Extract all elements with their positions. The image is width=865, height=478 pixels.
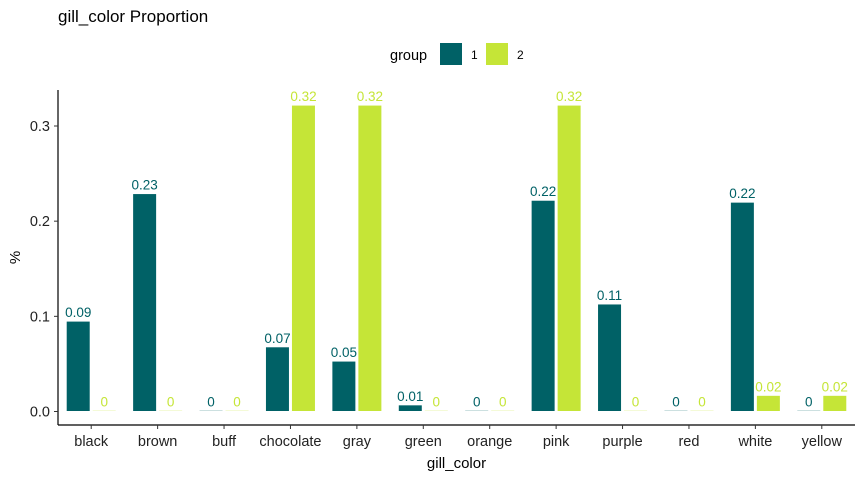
bar-buff-group-2 (224, 409, 250, 412)
bar-yellow-group-1 (796, 409, 822, 412)
x-axis: black brown buff chocolate gray green orange pi… (74, 425, 842, 450)
x-tick-label-pink: pink (543, 434, 570, 450)
legend: group 1 2 (390, 43, 524, 65)
y-axis-title: % (7, 251, 24, 264)
data-label-brown-group-2: 0 (167, 394, 175, 409)
data-label-buff-group-2: 0 (233, 394, 241, 409)
data-label-buff-group-1: 0 (207, 394, 215, 409)
x-tick-label-brown: brown (138, 434, 178, 450)
bar-black-group-1 (65, 320, 91, 413)
bar-red-group-2 (689, 409, 715, 412)
bar-red-group-1 (663, 409, 689, 412)
bar-yellow-group-2 (822, 394, 848, 412)
legend-key-2 (486, 43, 508, 65)
x-tick-label-chocolate: chocolate (259, 434, 321, 450)
bar-gray-group-2 (357, 104, 383, 413)
y-tick-label: 0.2 (30, 214, 50, 230)
bar-brown-group-1 (132, 193, 158, 412)
bar-buff-group-1 (198, 409, 224, 412)
data-label-red-group-1: 0 (672, 394, 680, 409)
bar-brown-group-2 (158, 409, 184, 412)
bar-chocolate-group-2 (290, 104, 316, 413)
data-label-green-group-2: 0 (433, 394, 441, 409)
data-label-white-group-1: 0.22 (729, 186, 755, 201)
data-label-yellow-group-1: 0 (805, 394, 813, 409)
y-tick-label: 0.0 (30, 405, 50, 421)
x-tick-label-yellow: yellow (802, 434, 843, 450)
legend-title: group (390, 48, 427, 64)
data-label-orange-group-1: 0 (473, 394, 481, 409)
data-label-black-group-2: 0 (100, 394, 108, 409)
bar-chocolate-group-1 (264, 346, 290, 412)
data-label-purple-group-1: 0.11 (597, 288, 622, 303)
data-label-black-group-1: 0.09 (65, 305, 91, 320)
data-label-chocolate-group-1: 0.07 (264, 331, 290, 346)
legend-label-1: 1 (471, 48, 478, 62)
chart-title: gill_color Proportion (58, 7, 208, 26)
x-tick-label-white: white (737, 434, 772, 450)
data-label-purple-group-2: 0 (632, 394, 640, 409)
x-axis-title: gill_color (427, 455, 486, 472)
bar-white-group-1 (729, 201, 755, 412)
legend-key-1 (440, 43, 462, 65)
data-label-chocolate-group-2: 0.32 (290, 89, 316, 104)
bar-green-group-2 (423, 409, 449, 412)
bar-white-group-2 (755, 394, 781, 412)
y-axis: 0.0 0.1 0.2 0.3 (30, 119, 58, 421)
x-tick-label-red: red (678, 434, 699, 450)
data-label-pink-group-1: 0.22 (530, 184, 556, 199)
x-tick-label-gray: gray (343, 434, 372, 450)
bar-pink-group-1 (530, 199, 556, 412)
y-tick-label: 0.3 (30, 119, 50, 135)
bar-orange-group-1 (464, 409, 490, 412)
data-label-yellow-group-2: 0.02 (822, 379, 848, 394)
legend-label-2: 2 (517, 48, 524, 62)
bar-pink-group-2 (556, 104, 582, 413)
bar-purple-group-1 (597, 303, 623, 412)
data-label-red-group-2: 0 (698, 394, 706, 409)
bar-gray-group-1 (331, 360, 357, 413)
bar-purple-group-2 (623, 409, 649, 412)
data-label-gray-group-1: 0.05 (331, 345, 357, 360)
data-label-white-group-2: 0.02 (755, 379, 781, 394)
data-label-gray-group-2: 0.32 (357, 89, 383, 104)
data-label-brown-group-1: 0.23 (131, 178, 157, 193)
x-tick-label-orange: orange (467, 434, 512, 450)
x-tick-label-purple: purple (602, 434, 642, 450)
x-tick-label-black: black (74, 434, 109, 450)
data-label-pink-group-2: 0.32 (556, 89, 582, 104)
x-tick-label-buff: buff (212, 434, 237, 450)
y-tick-label: 0.1 (30, 309, 50, 325)
data-label-green-group-1: 0.01 (397, 389, 423, 404)
bar-green-group-1 (397, 404, 423, 413)
data-label-orange-group-2: 0 (499, 394, 507, 409)
x-tick-label-green: green (405, 434, 442, 450)
plot-area: 0.09 0 0.23 0 0 0 0.07 0.32 0.05 0.32 0.01 0 0 0 0.22 0… (65, 89, 848, 413)
bar-black-group-2 (91, 409, 117, 412)
bar-orange-group-2 (490, 409, 516, 412)
